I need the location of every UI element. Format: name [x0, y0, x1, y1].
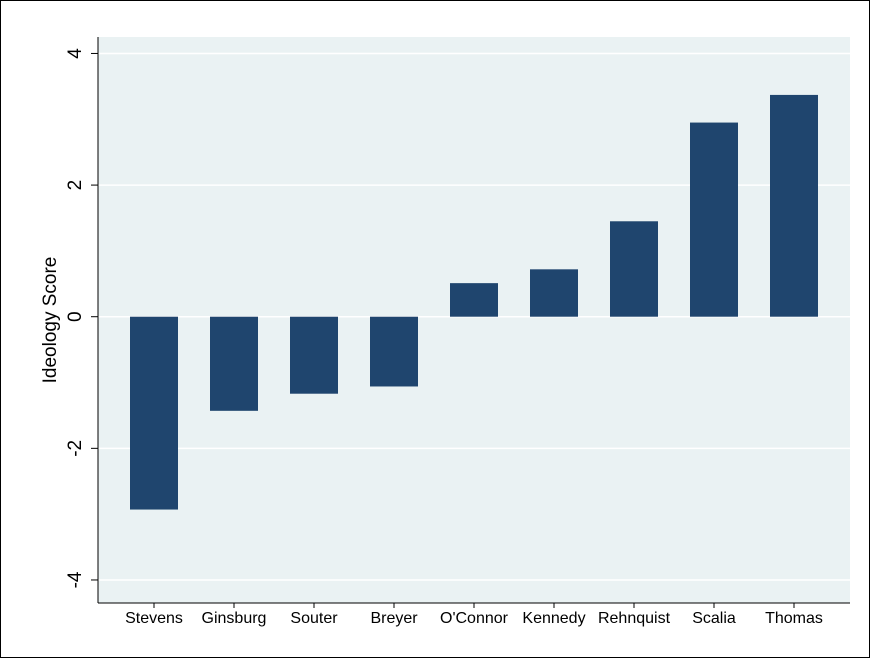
x-tick-label: Breyer: [370, 610, 418, 627]
bar-breyer: [370, 316, 418, 387]
x-tick-label: Scalia: [692, 610, 736, 627]
x-tick-labels: Stevens Ginsburg Souter Breyer O'Connor Kenne…: [125, 603, 823, 627]
y-ticks: -4 -2 0 2 4: [65, 48, 98, 588]
y-axis-label: Ideology Score: [40, 257, 61, 384]
x-tick-label: Kennedy: [522, 610, 585, 627]
x-tick-label: Thomas: [765, 610, 823, 627]
bars: [130, 94, 818, 510]
x-tick-label: Souter: [290, 610, 338, 627]
x-tick-label: Stevens: [125, 610, 183, 627]
x-tick-label: Rehnquist: [598, 610, 671, 627]
y-tick-label: -4: [65, 571, 86, 588]
bar-thomas: [770, 94, 818, 317]
y-tick-label: -2: [65, 440, 86, 457]
bar-kennedy: [530, 269, 578, 317]
bar-oconnor: [450, 283, 498, 317]
y-tick-label: 2: [65, 180, 86, 191]
y-tick-label: 0: [65, 311, 86, 322]
bar-scalia: [690, 122, 738, 317]
bar-ginsburg: [210, 316, 258, 411]
x-tick-label: O'Connor: [440, 610, 509, 627]
bar-souter: [290, 316, 338, 394]
y-tick-label: 4: [65, 48, 86, 59]
x-tick-label: Ginsburg: [202, 610, 267, 627]
bar-stevens: [130, 316, 178, 510]
bar-rehnquist: [610, 221, 658, 317]
